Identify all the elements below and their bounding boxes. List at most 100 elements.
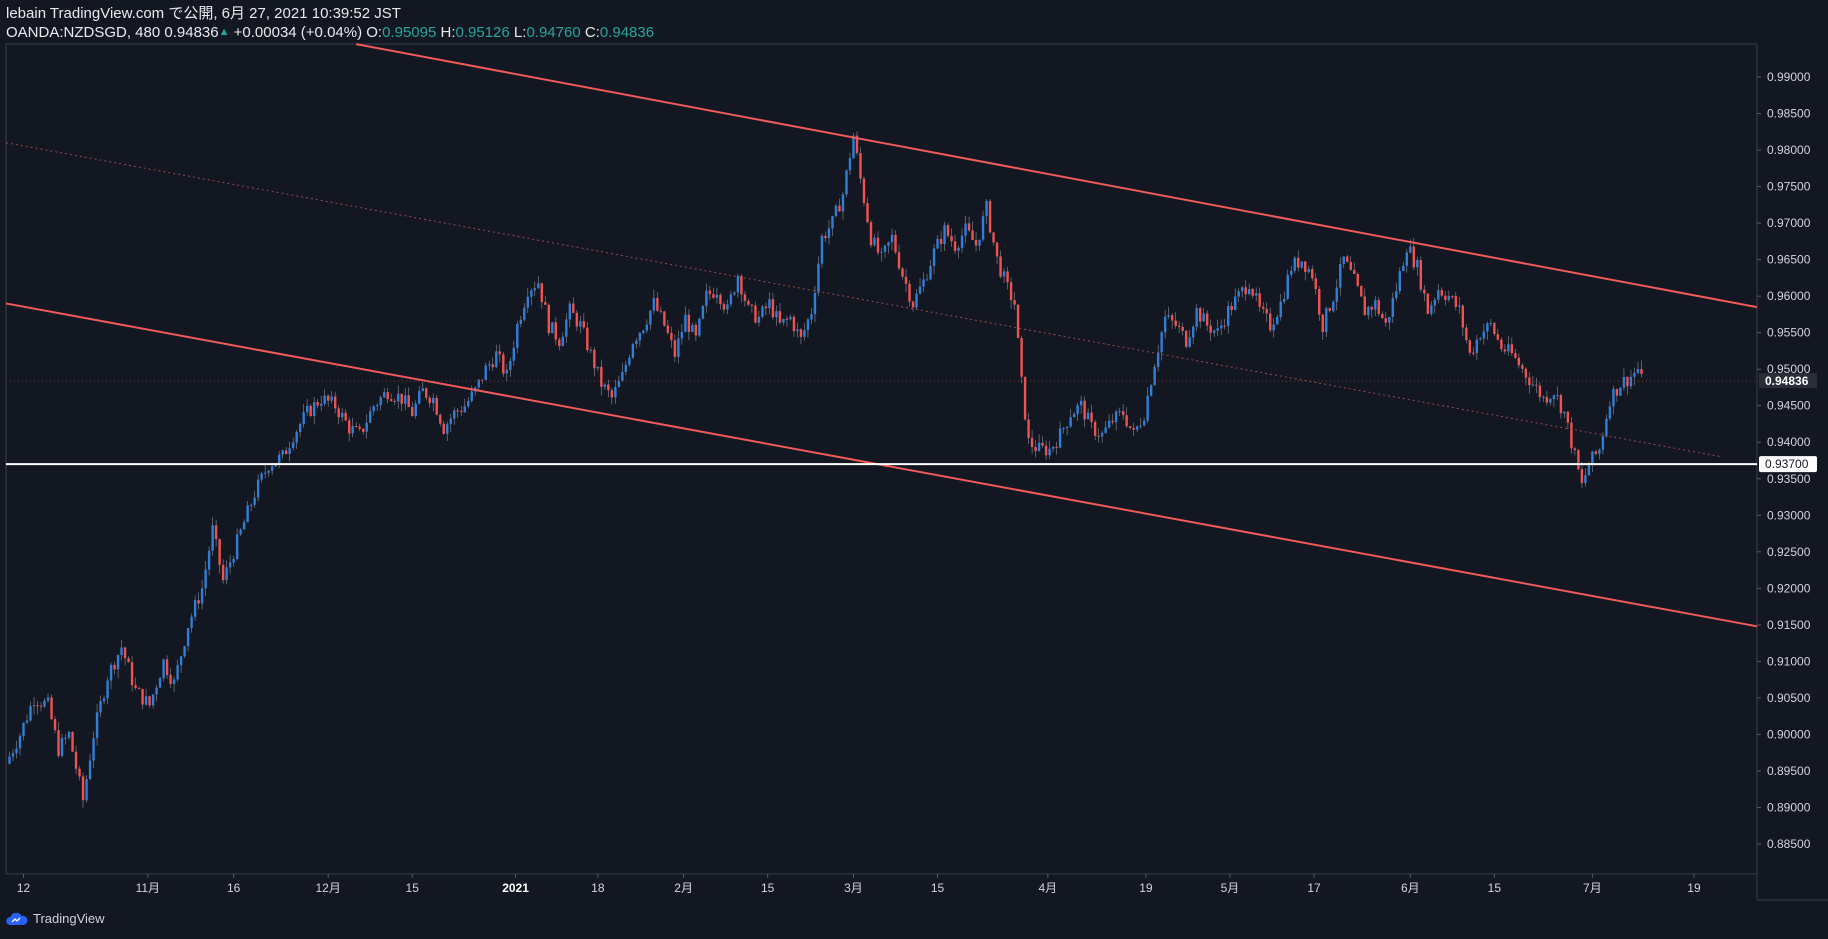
price-tick-label: 0.91500: [1767, 618, 1811, 632]
candle-body: [806, 319, 810, 331]
candle-body: [519, 319, 522, 324]
candle-body: [197, 600, 200, 604]
candle-body: [1353, 269, 1356, 274]
candle-body: [985, 201, 988, 217]
candle-body: [925, 279, 929, 281]
candle-body: [1212, 330, 1216, 333]
candle-body: [372, 406, 375, 412]
candle-body: [764, 306, 768, 309]
candle-body: [593, 349, 596, 369]
candle-body: [365, 422, 368, 432]
candles-layer: [8, 131, 1643, 808]
candle-body: [1041, 442, 1044, 446]
candle-body: [50, 697, 53, 720]
candle-body: [1237, 291, 1240, 297]
candle-body: [537, 283, 540, 289]
candle-body: [11, 753, 15, 757]
time-axis[interactable]: 12 11月 16 12月 15 2021 18 2月 15 3月 15 4月 19 5月 17 6月 15 7月…: [17, 874, 1701, 895]
candle-body: [1332, 301, 1335, 311]
last-price-label: 0.94836: [1765, 374, 1809, 388]
candle-body: [1265, 308, 1268, 314]
price-axis[interactable]: 0.99000 0.98500 0.98000 0.97500 0.97000 0.965…: [1757, 70, 1817, 851]
candle-body: [1433, 299, 1437, 306]
time-tick-label: 18: [591, 881, 605, 895]
candle-body: [134, 685, 137, 689]
time-tick-label: 2021: [502, 881, 529, 895]
candle-body: [757, 316, 761, 323]
candle-body: [379, 397, 382, 406]
candle-body: [488, 364, 491, 366]
candle-body: [659, 310, 663, 312]
candle-body: [1318, 289, 1321, 315]
tradingview-logo[interactable]: TradingView: [6, 911, 105, 926]
candle-body: [582, 321, 586, 328]
candle-body: [673, 340, 677, 357]
candle-body: [362, 428, 365, 432]
candle-body: [46, 697, 50, 701]
candle-body: [218, 539, 221, 565]
candle-body: [302, 412, 305, 425]
candle-body: [18, 735, 22, 749]
candle-body: [953, 241, 957, 251]
candle-body: [558, 339, 561, 347]
candle-body: [442, 423, 445, 434]
candle-body: [796, 329, 799, 332]
plot-frame: [5, 43, 1758, 875]
candle-body: [789, 316, 792, 320]
candle-body: [1223, 325, 1226, 327]
candle-body: [988, 201, 992, 233]
candle-body: [256, 479, 260, 498]
candle-body: [715, 294, 719, 298]
candle-body: [1559, 395, 1563, 414]
candle-body: [116, 655, 120, 670]
candle-body: [425, 388, 428, 398]
candle-body: [376, 405, 379, 407]
candle-body: [1360, 285, 1363, 297]
candle-body: [390, 399, 393, 401]
candle-body: [750, 304, 754, 306]
candle-body: [404, 395, 407, 404]
candle-body: [1062, 428, 1065, 430]
candle-body: [904, 276, 908, 284]
up-arrow-icon: ▲: [218, 26, 230, 38]
candle-body: [1244, 287, 1247, 295]
candle-body: [1517, 357, 1521, 366]
candle-body: [631, 344, 635, 358]
symbol-label[interactable]: OANDA:NZDSGD, 480 0.94836: [6, 24, 219, 41]
candle-body: [1419, 260, 1423, 290]
candle-body: [859, 153, 862, 179]
candle-body: [242, 522, 246, 530]
candle-body: [642, 330, 645, 333]
candle-body: [848, 158, 852, 171]
time-tick-label: 19: [1139, 881, 1153, 895]
candle-body: [1594, 451, 1598, 454]
candle-body: [638, 332, 642, 341]
candle-body: [915, 293, 918, 308]
candle-body: [635, 340, 638, 345]
candle-body: [621, 371, 624, 381]
candle-body: [347, 420, 351, 434]
candle-body: [467, 400, 470, 407]
candle-body: [596, 366, 600, 369]
candle-body: [1405, 252, 1408, 266]
candle-body: [428, 397, 431, 404]
candle-body: [253, 497, 256, 505]
candle-body: [1051, 446, 1055, 449]
candle-body: [312, 402, 316, 417]
candle-body: [943, 225, 946, 245]
candle-body: [369, 411, 372, 423]
candle-body: [102, 698, 106, 702]
price-tick-label: 0.93500: [1767, 472, 1811, 486]
drawing-overlays: [5, 43, 1758, 628]
publish-info: lebain TradingView.com で公開, 6月 27, 2021 …: [6, 5, 401, 22]
candle-body: [221, 564, 225, 581]
time-tick-label: 15: [1488, 881, 1502, 895]
candle-body: [1377, 300, 1380, 314]
candle-body: [1118, 411, 1121, 413]
candle-body: [25, 720, 29, 723]
candle-body: [1128, 426, 1132, 428]
candle-body: [453, 410, 456, 419]
candle-body: [887, 242, 890, 246]
candle-body: [1626, 376, 1629, 387]
